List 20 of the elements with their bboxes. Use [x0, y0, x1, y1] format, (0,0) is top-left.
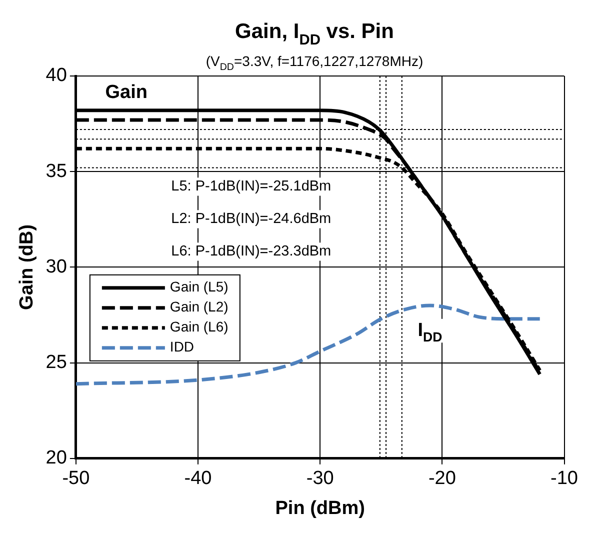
annotation: L6: P-1dB(IN)=-23.3dBm — [171, 244, 332, 260]
y-tick-label: 40 — [46, 65, 67, 86]
legend-label: Gain (L6) — [170, 318, 228, 335]
legend-label: IDD — [170, 338, 194, 355]
y-tick-label: 20 — [46, 448, 67, 469]
legend-label: Gain (L5) — [170, 278, 228, 295]
x-tick-label: -20 — [428, 468, 456, 490]
annotation: L2: P-1dB(IN)=-24.6dBm — [171, 211, 332, 228]
y-axis-title: Gain (dB) — [16, 224, 38, 310]
annotation: Gain — [105, 82, 148, 104]
x-tick-label: -10 — [550, 468, 578, 490]
annotation: L5: P-1dB(IN)=-25.1dBm — [171, 178, 332, 195]
x-tick-label: -30 — [306, 468, 334, 490]
y-tick-label: 30 — [46, 256, 67, 278]
legend-label: Gain (L2) — [170, 298, 228, 315]
x-tick-label: -50 — [62, 468, 90, 490]
x-tick-label: -40 — [184, 468, 212, 490]
y-tick-label: 25 — [46, 352, 67, 374]
y-tick-label: 35 — [46, 160, 67, 182]
x-axis-title: Pin (dBm) — [275, 498, 365, 519]
